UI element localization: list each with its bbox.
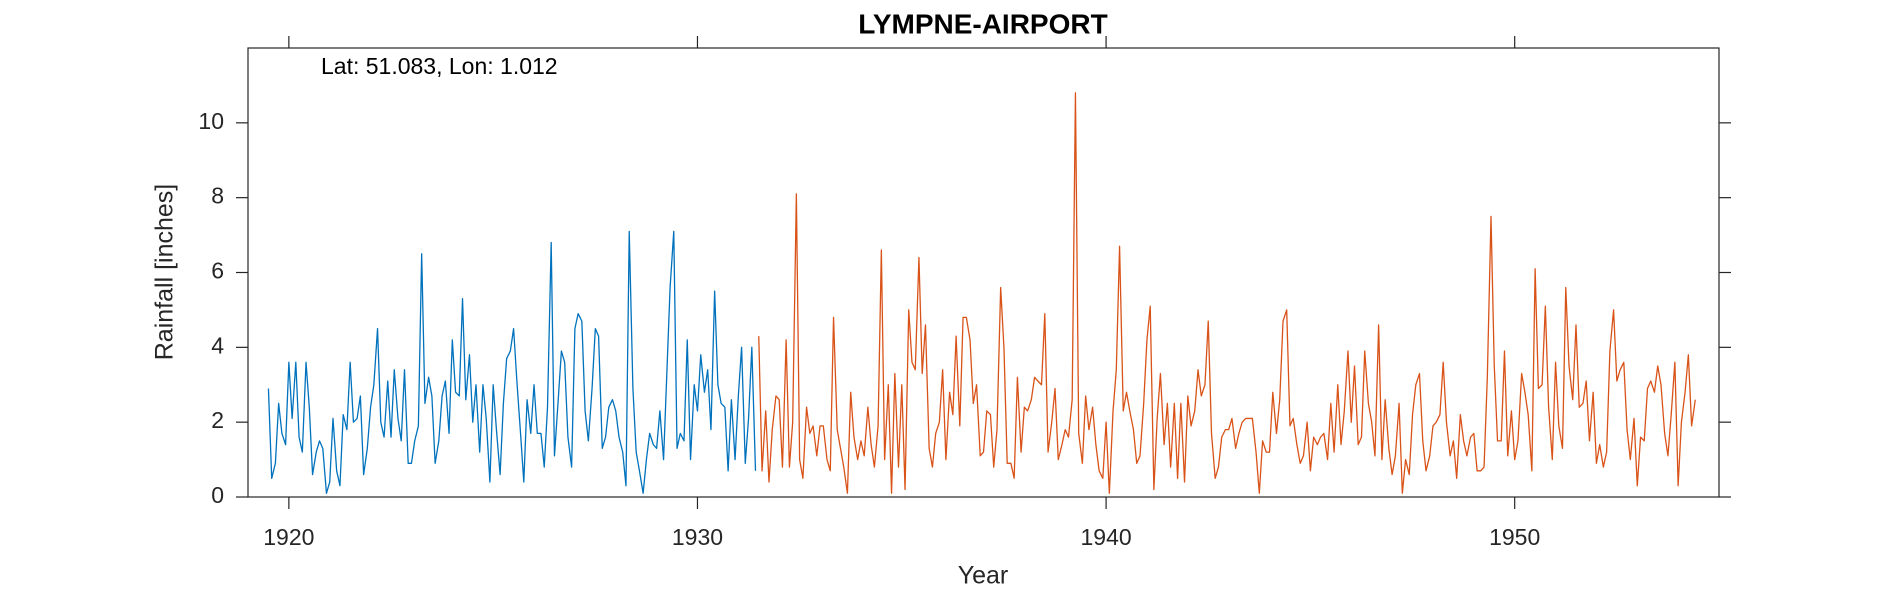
x-tick-label: 1920 [263,524,314,550]
y-tick-label: 6 [211,258,224,284]
y-axis-label: Rainfall [inches] [151,184,179,360]
x-tick-label: 1930 [672,524,723,550]
data-line [758,92,1696,494]
plot-frame [247,47,1720,498]
annotation: Lat: 51.083, Lon: 1.012 [321,53,558,79]
y-tick-label: 8 [211,183,224,209]
x-tick-label: 1940 [1080,524,1131,550]
chart-title: LYMPNE-AIRPORT [858,8,1107,39]
x-axis-label: Year [958,562,1009,590]
y-tick-label: 4 [211,332,224,358]
y-tick-label: 2 [211,407,224,433]
y-tick-label: 0 [211,482,224,508]
data-line [267,230,757,494]
x-tick-label: 1950 [1489,524,1540,550]
y-tick-label: 10 [198,108,224,134]
